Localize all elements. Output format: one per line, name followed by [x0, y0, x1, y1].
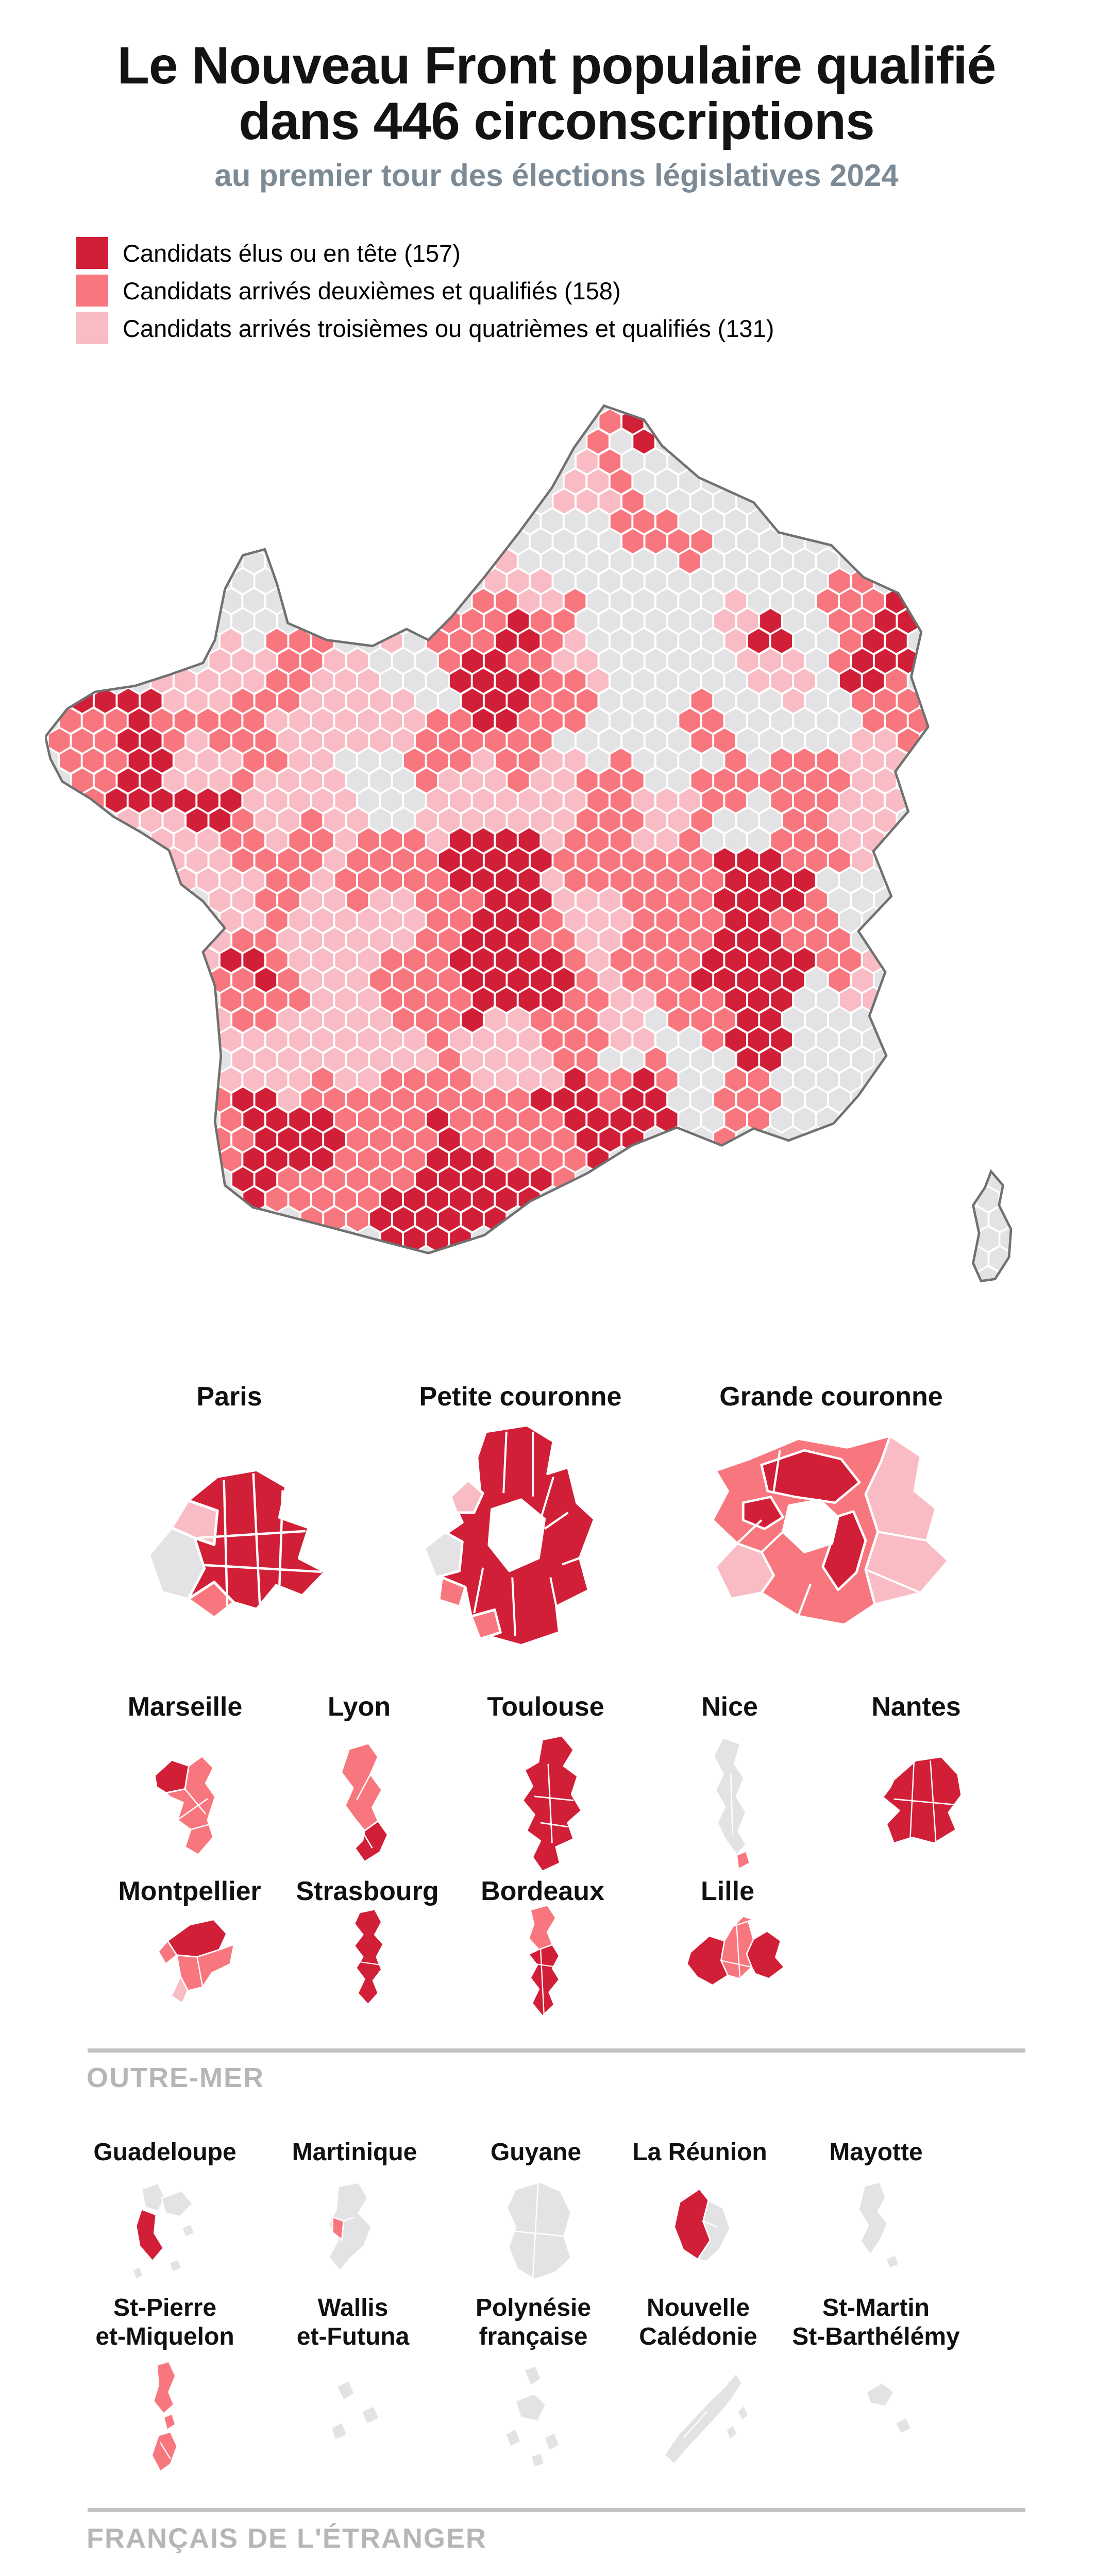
inset-map-mayotte: [857, 2181, 900, 2269]
outremer-heading: OUTRE-MER: [87, 2062, 264, 2093]
inset-map-st-martin-st-barthelemy: [866, 2382, 912, 2435]
inset-map-st-pierre-et-miquelon: [151, 2361, 178, 2472]
france-map-svg: [45, 404, 1013, 1283]
inset-label-guyane: Guyane: [490, 2139, 582, 2166]
inset-label-strasbourg: Strasbourg: [296, 1876, 439, 1906]
inset-label-marseille: Marseille: [127, 1692, 243, 1722]
inset-label-montpellier: Montpellier: [118, 1876, 261, 1906]
legend-swatch-medium: [76, 275, 108, 307]
france-choropleth-map: [45, 398, 1043, 1289]
etranger-heading: FRANÇAIS DE L'ÉTRANGER: [87, 2523, 487, 2554]
inset-label-mayotte: Mayotte: [829, 2139, 923, 2166]
inset-label-nice: Nice: [701, 1692, 758, 1722]
inset-map-nice: [713, 1737, 751, 1870]
inset-label-martinique: Martinique: [292, 2139, 417, 2166]
inset-label-paris: Paris: [196, 1382, 262, 1412]
page-title-line1: Le Nouveau Front populaire qualifié: [117, 36, 997, 95]
inset-label-grande-couronne: Grande couronne: [719, 1382, 943, 1412]
inset-map-nantes: [882, 1756, 963, 1844]
inset-map-montpellier: [157, 1919, 235, 2004]
legend-item-2: Candidats arrivés troisièmes ou quatrièm…: [76, 312, 774, 344]
inset-label-lille: Lille: [700, 1876, 755, 1906]
inset-map-bordeaux: [528, 1904, 560, 2016]
inset-map-guadeloupe: [131, 2182, 195, 2280]
page-title-line2: dans 446 circonscriptions: [239, 92, 874, 150]
inset-label-st-martin-st-barthelemy: St-Martin St-Barthélémy: [792, 2294, 960, 2350]
inset-map-paris: [147, 1468, 327, 1619]
inset-label-polynesie-francaise: Polynésie française: [475, 2294, 592, 2350]
inset-label-wallis-et-futuna: Wallis et-Futuna: [296, 2294, 410, 2350]
inset-map-nouvelle-caledonie: [664, 2372, 749, 2465]
inset-map-grande-couronne: [711, 1434, 950, 1626]
inset-map-lyon: [341, 1742, 389, 1863]
legend-item-0: Candidats élus ou en tête (157): [76, 237, 774, 269]
page-subtitle: au premier tour des élections législativ…: [214, 158, 899, 193]
inset-label-st-pierre-et-miquelon: St-Pierre et-Miquelon: [95, 2294, 234, 2350]
inset-label-toulouse: Toulouse: [487, 1692, 604, 1722]
inset-label-nouvelle-caledonie: Nouvelle Calédonie: [639, 2294, 757, 2350]
legend-swatch-light: [76, 312, 108, 344]
inset-label-la-reunion: La Réunion: [632, 2139, 767, 2166]
inset-map-strasbourg: [353, 1908, 384, 2005]
legend-item-1: Candidats arrivés deuxièmes et qualifiés…: [76, 275, 774, 307]
inset-label-petite-couronne: Petite couronne: [419, 1382, 622, 1412]
legend-label: Candidats arrivés deuxièmes et qualifiés…: [123, 277, 621, 304]
inset-map-lille: [686, 1916, 785, 1986]
inset-map-polynesie-francaise: [504, 2365, 561, 2468]
divider-outremer: [88, 2048, 1025, 2053]
legend-swatch-dark: [76, 237, 108, 269]
legend: Candidats élus ou en tête (157) Candidats…: [76, 237, 774, 344]
inset-label-nantes: Nantes: [871, 1692, 961, 1722]
inset-map-la-reunion: [673, 2188, 731, 2262]
inset-label-lyon: Lyon: [327, 1692, 391, 1722]
divider-etranger: [88, 2508, 1025, 2512]
inset-map-guyane: [506, 2181, 572, 2280]
inset-map-martinique: [328, 2181, 373, 2272]
inset-map-marseille: [154, 1755, 216, 1856]
inset-map-toulouse: [521, 1735, 582, 1872]
legend-label: Candidats arrivés troisièmes ou quatrièm…: [123, 314, 774, 342]
inset-label-guadeloupe: Guadeloupe: [93, 2139, 237, 2166]
inset-map-petite-couronne: [423, 1423, 596, 1647]
legend-label: Candidats élus ou en tête (157): [123, 239, 461, 267]
inset-map-wallis-et-futuna: [330, 2380, 380, 2441]
inset-label-bordeaux: Bordeaux: [481, 1876, 604, 1906]
